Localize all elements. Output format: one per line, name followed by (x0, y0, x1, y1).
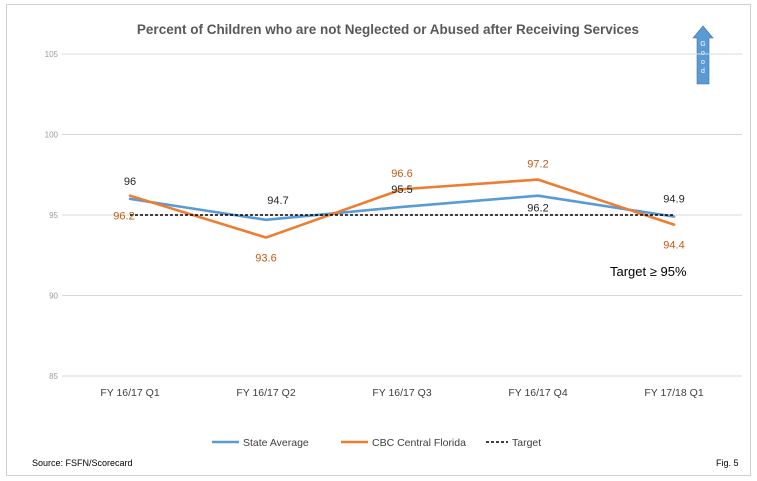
legend-label: Target (512, 437, 541, 449)
data-label-state: 94.9 (663, 194, 684, 206)
chart-title: Percent of Children who are not Neglecte… (137, 22, 639, 37)
series-line-cbc-central-florida (128, 178, 676, 239)
series-group (128, 178, 676, 239)
x-category-label: FY 16/17 Q2 (236, 387, 296, 399)
x-category-label: FY 17/18 Q1 (644, 387, 704, 399)
x-category-label: FY 16/17 Q3 (372, 387, 432, 399)
y-tick-label: 95 (49, 211, 58, 220)
good-arrow-letter: d (701, 68, 705, 75)
data-label-state: 96 (124, 176, 136, 188)
data-label-cbc: 96.2 (113, 211, 134, 223)
x-category-label: FY 16/17 Q4 (508, 387, 568, 399)
y-tick-label: 90 (49, 292, 58, 301)
series-line-state-average (128, 194, 676, 222)
data-label-cbc: 94.4 (663, 240, 684, 252)
data-label-state: 94.7 (267, 195, 288, 207)
data-label-cbc: 96.6 (391, 168, 412, 180)
x-category-label: FY 16/17 Q1 (100, 387, 160, 399)
target-annotation: Target ≥ 95% (610, 264, 687, 279)
y-tick-label: 100 (45, 131, 59, 140)
legend: State Average CBC Central Florida Target (212, 437, 541, 449)
figure-number: Fig. 5 (716, 458, 739, 468)
data-labels: 96 94.7 95.5 96.2 94.9 96.2 93.6 96.6 97.2 94.4 (113, 159, 684, 265)
legend-label: CBC Central Florida (372, 437, 466, 449)
legend-label: State Average (243, 437, 309, 449)
good-arrow-letter: o (701, 59, 705, 66)
data-label-state: 96.2 (527, 203, 548, 215)
y-tick-label: 85 (49, 372, 58, 381)
y-tick-label: 105 (45, 50, 59, 59)
data-label-cbc: 93.6 (255, 253, 276, 265)
source-note: Source: FSFN/Scorecard (32, 458, 133, 468)
y-axis-ticks: 85 90 95 100 105 (45, 50, 59, 381)
good-arrow-letter: G (700, 41, 705, 48)
data-label-cbc: 97.2 (527, 159, 548, 171)
good-arrow-icon: Good (692, 25, 714, 85)
chart-frame (6, 4, 751, 476)
data-label-state: 95.5 (391, 184, 412, 196)
x-axis-categories: FY 16/17 Q1 FY 16/17 Q2 FY 16/17 Q3 FY 16/1… (100, 387, 704, 399)
